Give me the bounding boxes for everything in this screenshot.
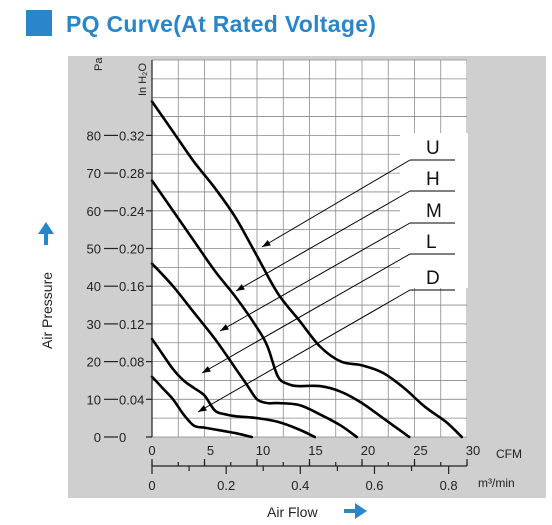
- y-tick-label-pa: 80: [87, 128, 101, 143]
- title-square-icon: [26, 10, 52, 36]
- x-tick-label-cfm: 10: [256, 443, 270, 458]
- x-tick-label-cfm: 25: [413, 443, 427, 458]
- curve-label-l: L: [426, 232, 437, 253]
- y-tick-label-inh2o: 0.16: [119, 279, 144, 294]
- curve-d: [150, 375, 254, 439]
- arrowhead-icon: [236, 284, 245, 291]
- x-tick-label-cfm: 5: [207, 443, 214, 458]
- y-tick-label-inh2o: 0.28: [119, 166, 144, 181]
- y-tick-label-inh2o: 0.12: [119, 317, 144, 332]
- curve-l: [150, 337, 317, 439]
- curve-m: [150, 262, 359, 439]
- y-tick-label-inh2o: 0.20: [119, 242, 144, 257]
- x-unit-m3min: m³/min: [478, 476, 515, 490]
- y-tick-label-inh2o: 0.08: [119, 355, 144, 370]
- y-axis: 0 0 10 0.04 20 0.08 30 0.12 40 0.16 50 0.20 60 0.24 70…: [87, 128, 152, 445]
- leader-line-d: [197, 289, 411, 413]
- arrowhead-icon: [220, 324, 229, 331]
- x-tick-label-cfm: 15: [308, 443, 322, 458]
- y-tick-label-pa: 0: [94, 430, 101, 445]
- x-tick-label-m3min: 0.6: [365, 478, 383, 493]
- y-tick-label-inh2o: 0: [119, 430, 126, 445]
- y-axis-arrow-icon: [38, 222, 54, 245]
- chart-title: PQ Curve(At Rated Voltage): [66, 11, 376, 37]
- leader-line-l: [201, 253, 411, 374]
- x-tick-label-m3min: 0.4: [291, 478, 309, 493]
- leader-line-u: [261, 159, 411, 248]
- x-axis-arrow-icon: [344, 503, 367, 519]
- x-tick-label-cfm: 0: [148, 443, 155, 458]
- curve-u: [150, 100, 464, 439]
- arrowhead-icon: [198, 405, 207, 412]
- y-tick-label-pa: 50: [87, 242, 101, 257]
- x-unit-cfm: CFM: [496, 447, 522, 461]
- y-unit-pa: Pa: [93, 57, 105, 71]
- x-tick-label-cfm: 20: [361, 443, 375, 458]
- curve-label-u: U: [426, 138, 440, 159]
- y-axis-title: Air Pressure: [39, 272, 55, 349]
- x-axis: 0 5 10 15 20 25 30 0 0.2 0.4 0.6 0.8: [148, 443, 480, 493]
- curves: [150, 100, 464, 439]
- curve-label-h: H: [426, 169, 440, 190]
- leader-line-m: [219, 222, 411, 332]
- curve-label-d: D: [426, 268, 440, 289]
- y-tick-label-inh2o: 0.24: [119, 204, 144, 219]
- y-unit-inh2o: In H₂O: [137, 63, 149, 96]
- x-tick-label-m3min: 0.2: [217, 478, 235, 493]
- arrowhead-icon: [262, 240, 271, 247]
- y-tick-label-pa: 20: [87, 355, 101, 370]
- y-tick-label-pa: 30: [87, 317, 101, 332]
- x-tick-label-cfm: 30: [466, 443, 480, 458]
- y-tick-label-pa: 60: [87, 204, 101, 219]
- y-tick-label-pa: 10: [87, 392, 101, 407]
- y-tick-label-inh2o: 0.04: [119, 392, 144, 407]
- leader-line-h: [235, 190, 411, 292]
- curve-leader-lines: [197, 159, 455, 413]
- curve-label-m: M: [426, 201, 442, 222]
- curve-h: [150, 179, 411, 439]
- x-axis-title: Air Flow: [267, 504, 318, 520]
- curve-label-box: [400, 133, 468, 288]
- y-tick-label-pa: 70: [87, 166, 101, 181]
- x-tick-label-m3min: 0.8: [440, 478, 458, 493]
- arrowhead-icon: [202, 366, 211, 373]
- y-tick-label-pa: 40: [87, 279, 101, 294]
- x-tick-label-m3min: 0: [148, 478, 155, 493]
- y-tick-label-inh2o: 0.32: [119, 128, 144, 143]
